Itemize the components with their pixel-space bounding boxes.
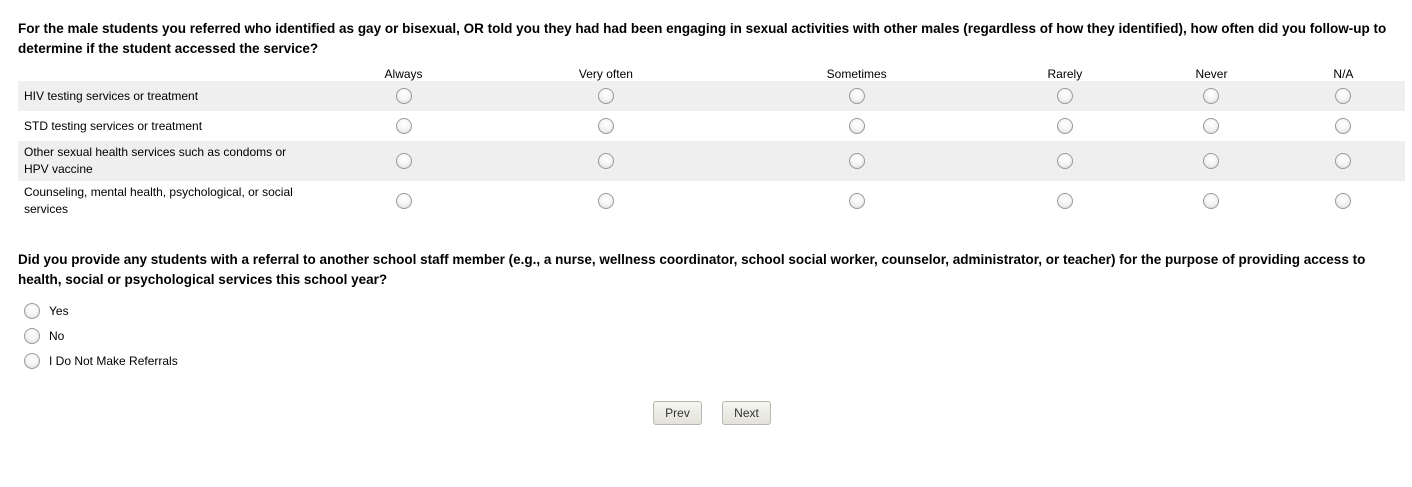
column-header: Very often bbox=[578, 67, 633, 81]
row-label: Other sexual health services such as con… bbox=[24, 145, 287, 176]
referral-options: Yes No I Do Not Make Referrals bbox=[24, 298, 178, 373]
radio-button[interactable] bbox=[597, 88, 614, 104]
radio-button[interactable] bbox=[597, 153, 614, 169]
radio-button[interactable] bbox=[395, 193, 412, 209]
radio-button[interactable] bbox=[24, 352, 40, 369]
radio-button[interactable] bbox=[1335, 118, 1352, 134]
row-label: STD testing services or treatment bbox=[24, 118, 203, 133]
radio-button[interactable] bbox=[848, 88, 865, 104]
radio-button[interactable] bbox=[1203, 153, 1220, 169]
matrix-row: STD testing services or treatment bbox=[18, 111, 1405, 141]
option-yes[interactable]: Yes bbox=[24, 298, 178, 323]
radio-button[interactable] bbox=[1335, 193, 1352, 209]
radio-button[interactable] bbox=[1056, 193, 1073, 209]
option-label: Yes bbox=[49, 303, 69, 318]
radio-button[interactable] bbox=[597, 118, 614, 134]
radio-button[interactable] bbox=[1056, 118, 1073, 134]
radio-button[interactable] bbox=[24, 327, 40, 344]
radio-button[interactable] bbox=[1056, 88, 1073, 104]
question-2-text: Did you provide any students with a refe… bbox=[18, 252, 1366, 287]
column-header: Never bbox=[1195, 67, 1228, 81]
question-1-text: For the male students you referred who i… bbox=[18, 21, 1387, 56]
option-no-referrals[interactable]: I Do Not Make Referrals bbox=[24, 348, 178, 373]
option-no[interactable]: No bbox=[24, 323, 178, 348]
column-header: N/A bbox=[1333, 67, 1354, 81]
radio-button[interactable] bbox=[1335, 88, 1352, 104]
radio-button[interactable] bbox=[848, 153, 865, 169]
radio-button[interactable] bbox=[395, 118, 412, 134]
next-button[interactable]: Next bbox=[722, 401, 771, 425]
radio-button[interactable] bbox=[1203, 193, 1220, 209]
row-label: HIV testing services or treatment bbox=[24, 88, 199, 103]
frequency-matrix: Always Very often Sometimes Rarely Never… bbox=[18, 64, 1405, 221]
matrix-row: Other sexual health services such as con… bbox=[18, 141, 1405, 181]
radio-button[interactable] bbox=[1056, 153, 1073, 169]
column-header: Always bbox=[384, 67, 423, 81]
radio-button[interactable] bbox=[597, 193, 614, 209]
row-label: Counseling, mental health, psychological… bbox=[24, 185, 293, 216]
radio-button[interactable] bbox=[1335, 153, 1352, 169]
radio-button[interactable] bbox=[1203, 88, 1220, 104]
prev-button[interactable]: Prev bbox=[653, 401, 702, 425]
radio-button[interactable] bbox=[24, 302, 40, 319]
option-label: No bbox=[49, 328, 65, 343]
column-header: Sometimes bbox=[826, 67, 887, 81]
column-header: Rarely bbox=[1047, 67, 1083, 81]
radio-button[interactable] bbox=[848, 118, 865, 134]
matrix-row: HIV testing services or treatment bbox=[18, 81, 1405, 111]
option-label: I Do Not Make Referrals bbox=[49, 353, 178, 368]
radio-button[interactable] bbox=[395, 153, 412, 169]
matrix-row: Counseling, mental health, psychological… bbox=[18, 181, 1405, 221]
radio-button[interactable] bbox=[395, 88, 412, 104]
radio-button[interactable] bbox=[848, 193, 865, 209]
radio-button[interactable] bbox=[1203, 118, 1220, 134]
